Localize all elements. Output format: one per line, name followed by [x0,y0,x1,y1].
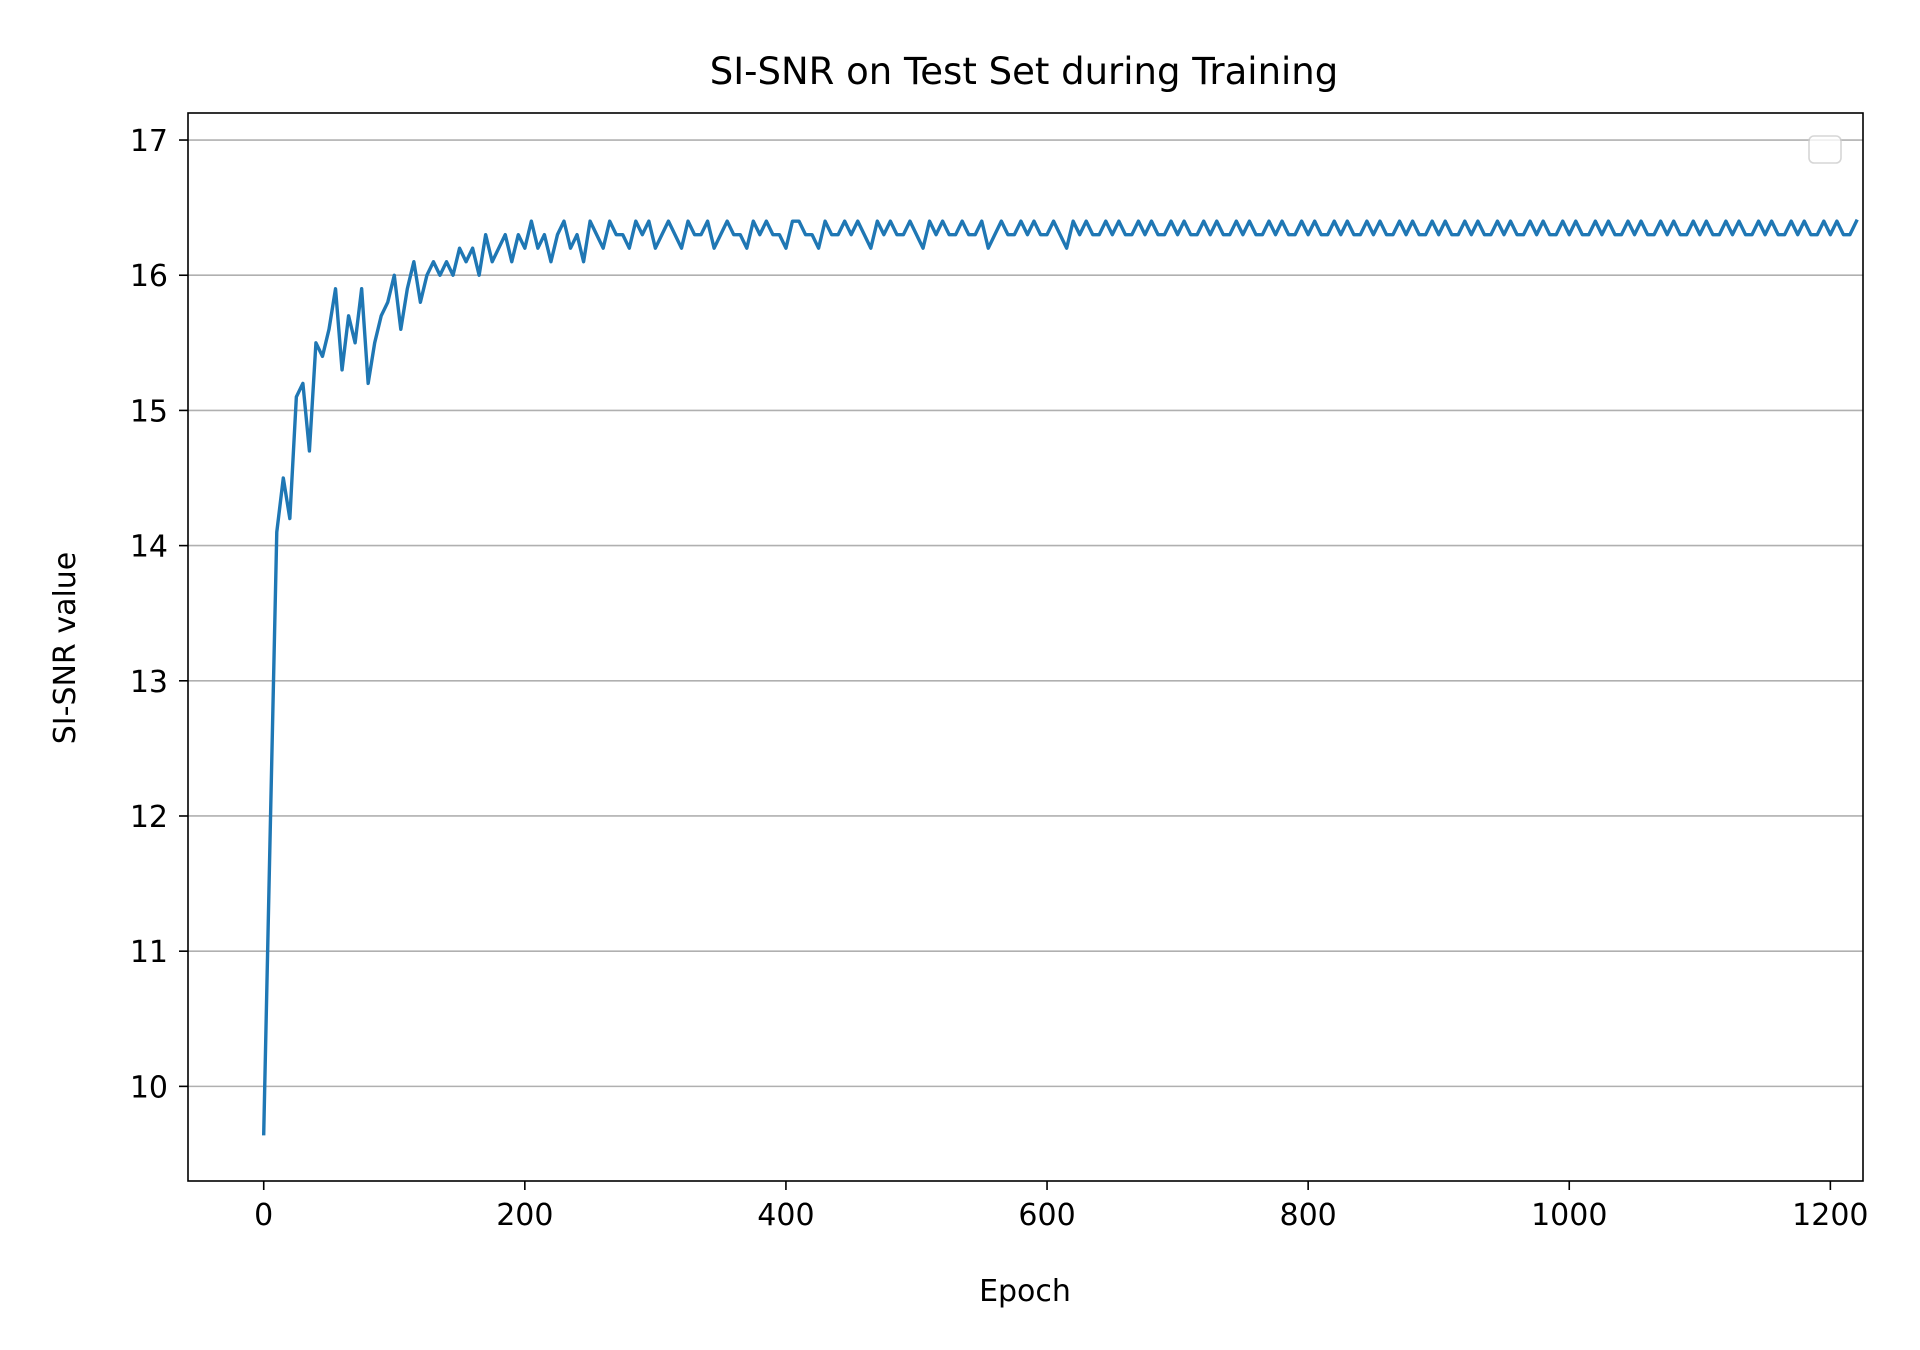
x-tick-label: 0 [254,1198,273,1233]
x-tick-label: 800 [1280,1198,1337,1233]
y-tick-label: 15 [130,394,168,429]
plot-frame [187,112,1864,1182]
x-tick-label: 200 [496,1198,553,1233]
x-tick-label: 1000 [1531,1198,1607,1233]
y-axis-label: SI-SNR value [48,552,83,745]
y-tick-label: 13 [130,665,168,700]
legend-box [1808,135,1842,164]
series-line [261,218,1859,1136]
y-tick-label: 11 [130,935,168,970]
y-axis: 10 11 12 13 14 15 16 17 [130,124,188,1105]
y-tick-label: 17 [130,124,168,159]
y-tick-label: 10 [130,1070,168,1105]
y-tick-label: 14 [130,530,168,565]
x-axis: 0 200 400 600 800 1000 1200 [254,1181,1869,1233]
chart-title: SI-SNR on Test Set during Training [710,50,1339,93]
x-tick-label: 1200 [1792,1198,1868,1233]
grid-lines [188,139,1863,1088]
y-tick-label: 12 [130,800,168,835]
x-axis-label: Epoch [979,1274,1071,1309]
y-tick-label: 16 [130,259,168,294]
x-tick-label: 400 [757,1198,814,1233]
x-tick-label: 600 [1018,1198,1075,1233]
